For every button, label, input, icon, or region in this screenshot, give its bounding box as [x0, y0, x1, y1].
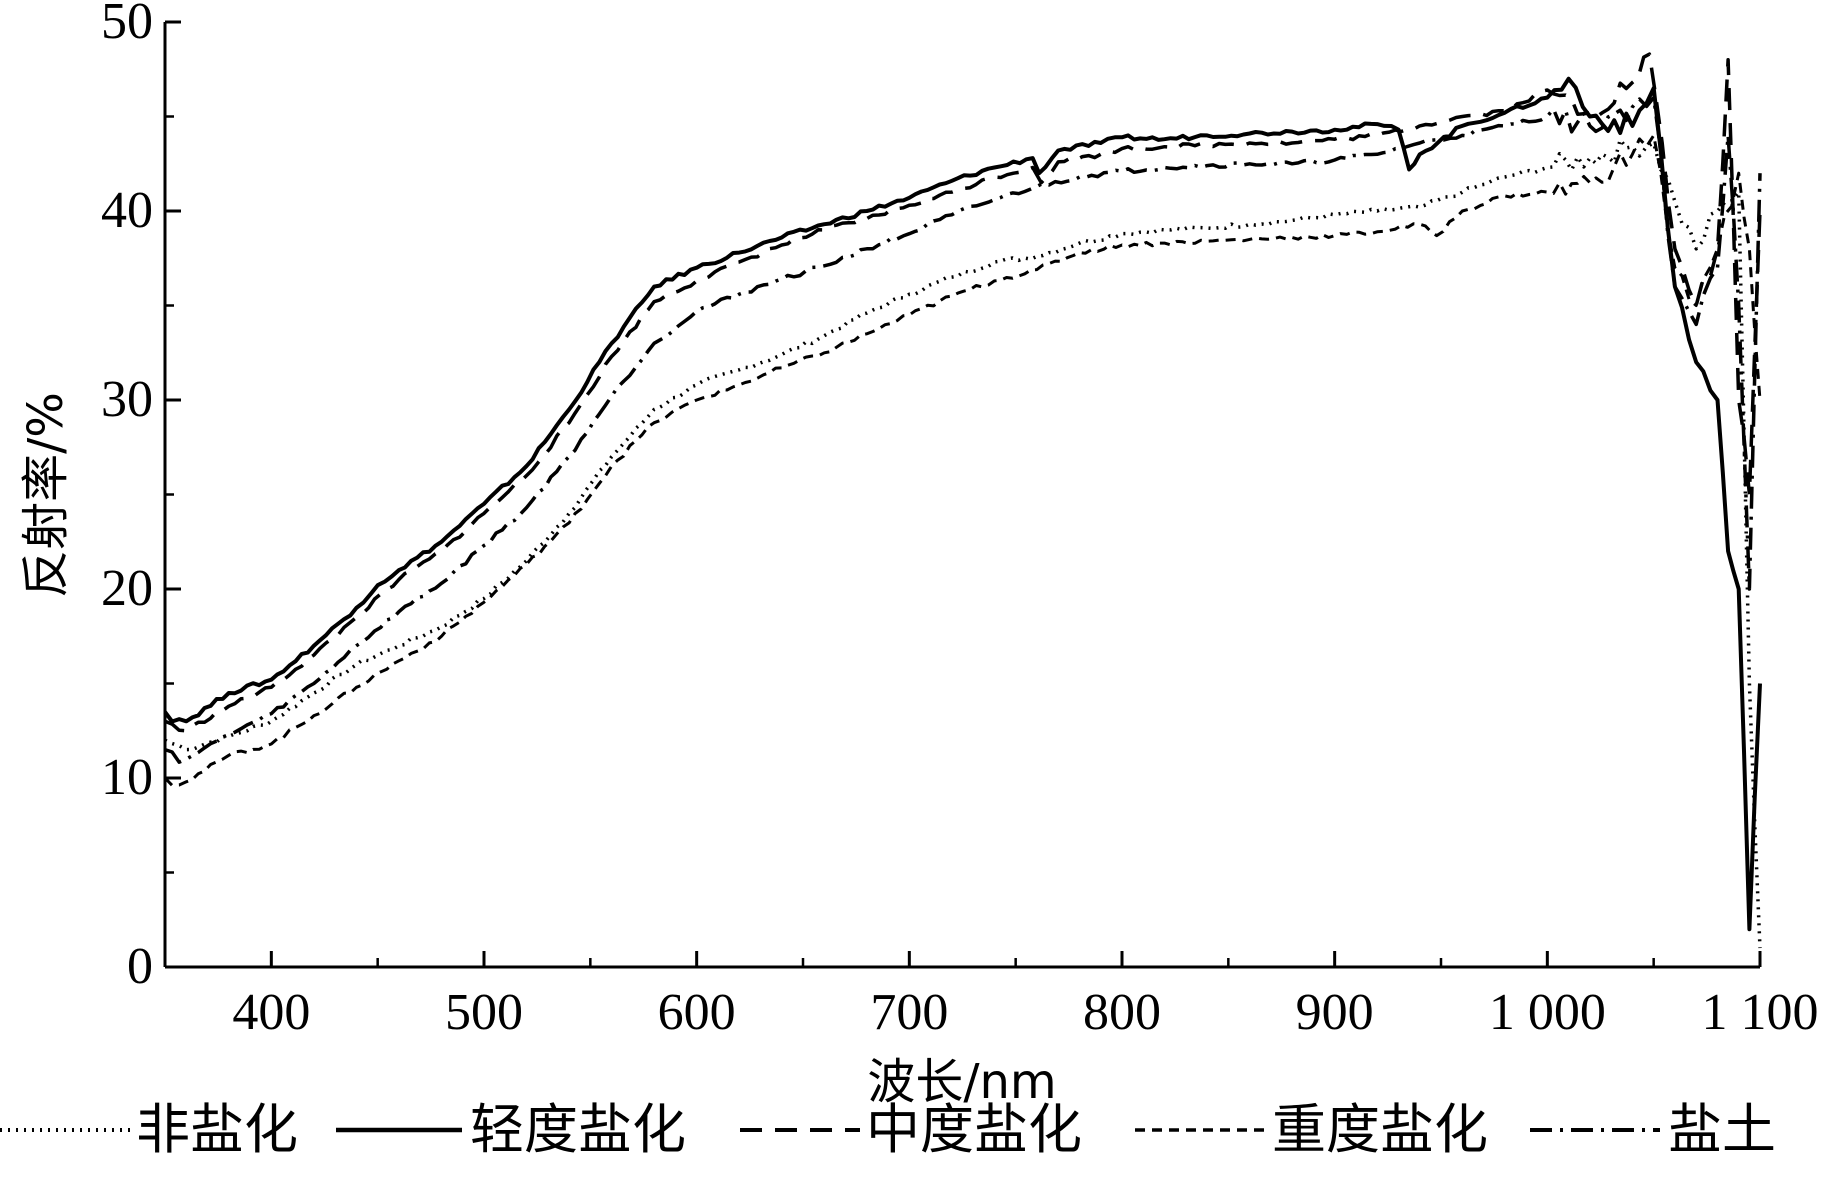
- x-tick-label-1100: 1 100: [1702, 984, 1819, 1041]
- x-tick-label-600: 600: [658, 984, 736, 1041]
- axes: [163, 22, 1760, 969]
- y-tick-label-20: 20: [101, 560, 153, 617]
- legend-label-4: 重度盐化: [1272, 1098, 1488, 1161]
- legend-label-5: 盐土: [1668, 1098, 1776, 1161]
- x-tick-label-1000: 1 000: [1489, 984, 1606, 1041]
- x-axis-title: 波长/nm: [867, 1054, 1056, 1110]
- legend-label-3: 中度盐化: [866, 1098, 1082, 1161]
- x-tick-label-900: 900: [1296, 984, 1374, 1041]
- x-tick-label-400: 400: [232, 984, 310, 1041]
- legend-label-2: 轻度盐化: [470, 1098, 686, 1161]
- y-axis-title: 反射率/%: [18, 392, 74, 598]
- series-line-2: [163, 76, 1762, 932]
- legend: 非盐化 轻度盐化 中度盐化 重度盐化 盐土: [0, 1098, 1776, 1161]
- series-line-1: [164, 137, 1762, 949]
- series-line-5: [164, 95, 1762, 764]
- y-tick-label-30: 30: [101, 371, 153, 428]
- series-line-3: [164, 52, 1762, 733]
- y-tick-label-10: 10: [101, 749, 153, 806]
- y-tick-label-40: 40: [101, 182, 153, 239]
- x-tick-label-800: 800: [1083, 984, 1161, 1041]
- y-tick-label-50: 50: [101, 0, 153, 50]
- x-tick-label-700: 700: [870, 984, 948, 1041]
- plot-series: [163, 52, 1762, 949]
- legend-label-1: 非盐化: [136, 1098, 298, 1161]
- series-line-4: [163, 133, 1762, 787]
- x-tick-label-500: 500: [445, 984, 523, 1041]
- y-tick-label-0: 0: [127, 938, 153, 995]
